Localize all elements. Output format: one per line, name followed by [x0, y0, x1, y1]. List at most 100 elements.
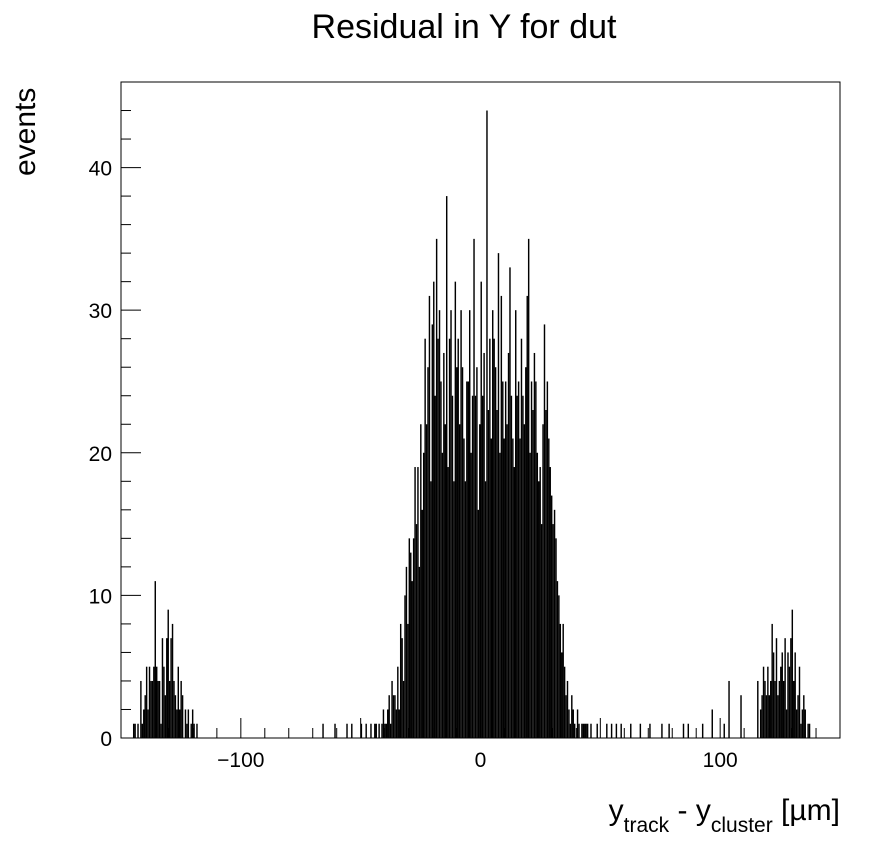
histogram-bar: [408, 538, 411, 738]
x-label-y1: y: [609, 794, 624, 827]
histogram-bar: [780, 666, 782, 738]
histogram-bar: [389, 723, 392, 738]
histogram-bar: [529, 452, 531, 738]
histogram-bar: [410, 552, 412, 738]
histogram-bar: [385, 723, 388, 738]
histogram-bar: [510, 395, 513, 738]
histogram-bar: [471, 395, 474, 738]
histogram-bar: [772, 652, 775, 738]
x-label-sub-cluster: cluster: [711, 814, 773, 837]
histogram-bar: [334, 723, 336, 738]
histogram-bar: [407, 623, 409, 738]
histogram-bar: [563, 666, 566, 738]
histogram-bar: [193, 723, 195, 738]
histogram-bar: [160, 723, 162, 738]
histogram-bar: [585, 723, 587, 738]
histogram-bar: [391, 680, 393, 738]
histogram-bar: [437, 338, 439, 738]
histogram-bar: [775, 638, 778, 738]
histogram-bar: [578, 723, 580, 738]
histogram-bar: [453, 481, 455, 738]
histogram-bar: [134, 723, 136, 738]
histogram-bar: [661, 723, 663, 738]
histogram-bar: [556, 581, 559, 738]
histogram-bar: [765, 695, 768, 738]
histogram-bar: [790, 638, 792, 738]
histogram-bar: [415, 524, 418, 738]
histogram-bar: [424, 338, 426, 738]
histogram-bar: [513, 467, 516, 738]
histogram-bar: [167, 609, 169, 738]
histogram-bar: [163, 666, 165, 738]
histogram-bar: [411, 581, 413, 738]
histogram-bar: [466, 381, 468, 738]
x-label-unit: [µm]: [773, 794, 840, 827]
histogram-bar: [381, 723, 383, 738]
histogram-bar: [394, 695, 396, 738]
histogram-bar: [649, 723, 651, 738]
histogram-bar: [173, 680, 175, 738]
histogram-bar: [404, 595, 406, 738]
histogram-bar: [682, 723, 685, 738]
x-tick-label: 0: [475, 749, 487, 772]
histogram-bar: [548, 438, 550, 738]
histogram-bar: [417, 467, 419, 738]
histogram-bar: [500, 295, 503, 738]
histogram-bar: [451, 395, 454, 738]
histogram-bar: [803, 695, 805, 738]
histogram-bar: [187, 709, 190, 738]
histogram-bar: [158, 680, 161, 738]
histogram-bar: [761, 695, 763, 738]
histogram-bar: [444, 424, 446, 738]
histogram-bar: [477, 509, 480, 738]
histogram-bar: [740, 695, 742, 738]
histogram-bar: [711, 709, 713, 738]
histogram-bar: [418, 566, 421, 738]
histogram-bar: [767, 666, 769, 738]
histogram-bar: [456, 367, 458, 738]
histogram-bar: [422, 452, 425, 738]
histogram-bar: [668, 723, 670, 738]
histogram-bar: [496, 410, 498, 738]
x-tick-label: 100: [703, 749, 738, 772]
histogram-bar: [489, 338, 491, 738]
histogram-bar: [506, 424, 508, 738]
histogram-bar: [154, 581, 156, 738]
histogram-bar: [457, 338, 459, 738]
histogram-bar: [427, 367, 429, 738]
histogram-bar: [375, 723, 377, 738]
histogram-bar: [606, 723, 608, 738]
histogram-bar: [479, 424, 481, 738]
x-label-sep: - y: [669, 794, 711, 827]
histogram-bar: [565, 695, 567, 738]
histogram-bar: [494, 367, 497, 738]
histogram-bar: [387, 709, 389, 738]
histogram-bar: [176, 709, 178, 738]
histogram-bar: [562, 623, 564, 738]
histogram-bar: [177, 666, 179, 738]
histogram-bar: [445, 196, 448, 739]
histogram-bar: [402, 680, 405, 738]
histogram-bar: [157, 680, 159, 738]
histogram-bar: [507, 352, 510, 738]
histogram-bar: [180, 680, 182, 738]
histogram-bar: [440, 381, 442, 738]
histogram-bar: [370, 723, 372, 738]
histogram-bar: [470, 452, 472, 738]
histogram-bar: [568, 709, 570, 738]
histogram-bar: [535, 381, 537, 738]
histogram-bar: [382, 709, 385, 738]
histogram-bar: [412, 538, 415, 738]
histogram-bar: [538, 481, 540, 738]
histogram-bar: [533, 352, 536, 738]
histogram-bar: [448, 338, 451, 738]
histogram-bar: [523, 424, 526, 738]
y-tick-label: 40: [89, 158, 112, 181]
histogram-bar: [555, 538, 557, 738]
histogram-bar: [147, 709, 149, 738]
histogram-bar: [435, 238, 438, 738]
histogram-bar: [171, 623, 174, 738]
histogram-bar: [559, 623, 562, 738]
histogram-bar: [179, 709, 181, 738]
